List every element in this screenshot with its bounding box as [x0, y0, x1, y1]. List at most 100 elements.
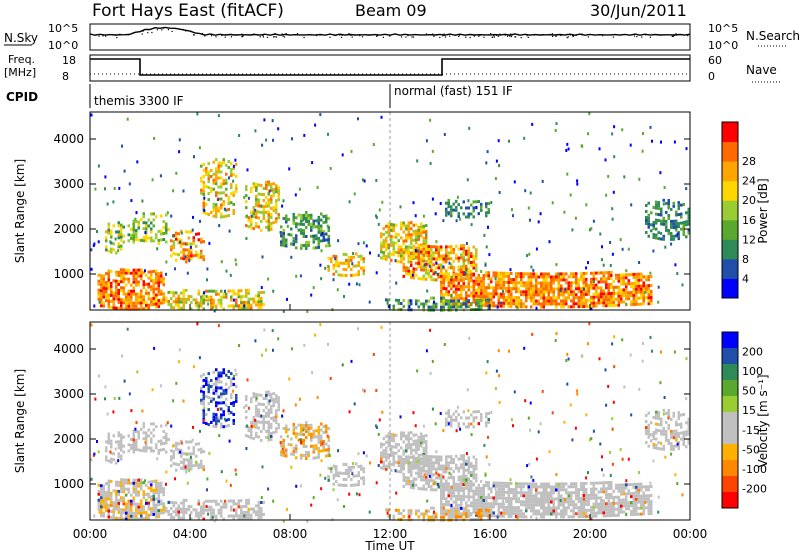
velocity-cell [397, 470, 400, 474]
velocity-cell [210, 385, 213, 388]
power-cell [230, 201, 233, 205]
velocity-cell [560, 497, 563, 501]
power-cell [152, 293, 155, 297]
power-cell [460, 268, 463, 272]
velocity-cell [510, 482, 513, 485]
nsearch-point [348, 33, 350, 35]
power-cell [440, 263, 443, 267]
power-cell [592, 286, 595, 290]
power-cell [610, 292, 613, 295]
power-cell [535, 306, 538, 310]
power-cell [217, 167, 220, 171]
power-cell [414, 214, 417, 218]
power-cell [662, 234, 665, 238]
power-cell [317, 245, 320, 249]
velocity-cell [552, 491, 555, 495]
power-cell [105, 290, 108, 294]
nsearch-point [455, 34, 457, 36]
velocity-cell [102, 484, 105, 488]
velocity-cell [385, 464, 388, 468]
velocity-cell [135, 508, 138, 512]
power-cell [460, 247, 463, 251]
power-cell [677, 204, 680, 208]
velocity-cell [220, 407, 223, 411]
velocity-cell [267, 420, 270, 424]
power-cell [187, 251, 190, 255]
velocity-cell [325, 448, 328, 452]
power-cell [647, 234, 650, 238]
power-cell [215, 182, 218, 186]
power-cell [152, 284, 155, 288]
power-cell [462, 268, 465, 271]
power-cell [462, 288, 465, 292]
power-cell [197, 301, 200, 305]
power-cell [410, 261, 413, 264]
power-cell [450, 251, 453, 255]
velocity-cell [495, 514, 498, 518]
power-cell [217, 176, 220, 180]
power-cell [262, 199, 265, 202]
power-cell [225, 181, 228, 185]
velocity-cell [155, 506, 158, 510]
power-cell [415, 232, 418, 236]
power-cell [132, 228, 135, 232]
power-cell [410, 302, 413, 306]
velocity-cell [120, 436, 123, 440]
power-cell [247, 291, 250, 295]
power-cell [440, 301, 443, 305]
power-cell [232, 194, 235, 197]
power-cell [157, 302, 160, 306]
velocity-cell [145, 449, 148, 453]
velocity-cell [570, 482, 573, 486]
power-cell [282, 309, 285, 313]
power-cell [182, 294, 185, 298]
velocity-cell [292, 425, 295, 429]
power-cell [190, 254, 193, 258]
power-cell [465, 252, 468, 256]
velocity-cell [227, 376, 230, 379]
power-cell [210, 190, 213, 193]
power-cell [535, 293, 538, 297]
power-cell [203, 196, 206, 200]
velocity-cell [135, 484, 138, 488]
power-cell [457, 281, 460, 285]
nsearch-point [493, 36, 495, 38]
power-cell [485, 295, 488, 299]
velocity-cell [105, 446, 108, 450]
velocity-cell [335, 468, 338, 472]
power-cell [482, 292, 485, 295]
velocity-cell [525, 482, 528, 486]
power-cell [497, 295, 500, 299]
power-cell [152, 269, 155, 273]
velocity-cell [477, 483, 480, 487]
velocity-cell [120, 433, 123, 437]
power-cell [477, 291, 480, 295]
velocity-cell [385, 458, 388, 462]
velocity-cell [572, 512, 575, 516]
power-cell [435, 251, 438, 255]
power-cell [622, 291, 625, 295]
velocity-cell [547, 485, 550, 489]
power-cell [137, 292, 140, 296]
power-cell [660, 210, 663, 214]
power-cell [415, 261, 418, 265]
velocity-cell [527, 506, 530, 510]
velocity-cell [117, 455, 120, 459]
power-cell [450, 284, 453, 288]
power-cell [345, 268, 348, 271]
power-cell [190, 257, 193, 261]
velocity-cell [407, 458, 410, 462]
velocity-cell [580, 509, 583, 513]
velocity-cell [487, 502, 490, 506]
velocity-cell [525, 491, 528, 495]
power-cell [612, 297, 615, 301]
velocity-cell [460, 478, 463, 482]
power-cell [186, 271, 189, 275]
power-cell [212, 181, 215, 185]
power-cell [580, 144, 583, 148]
power-cell [577, 290, 580, 294]
power-cell [440, 292, 443, 296]
velocity-cell [150, 507, 153, 511]
power-cell [332, 272, 335, 276]
power-cell [132, 234, 135, 238]
